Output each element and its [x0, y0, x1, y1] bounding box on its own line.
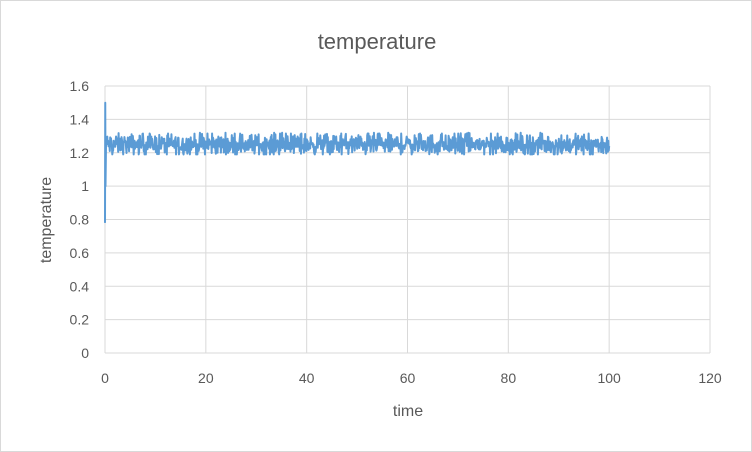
y-tick-label: 1.2 — [70, 145, 90, 161]
y-axis-label: temperature — [38, 177, 55, 263]
x-tick-label: 40 — [299, 370, 315, 386]
x-tick-label: 60 — [400, 370, 416, 386]
x-tick-label: 20 — [198, 370, 214, 386]
series-line-temperature — [104, 101, 611, 223]
y-tick-label: 1.6 — [70, 78, 90, 94]
gridlines — [104, 85, 711, 354]
x-tick-label: 0 — [101, 370, 109, 386]
x-tick-labels: 0 20 40 60 80 100 120 — [101, 370, 722, 386]
y-tick-label: 0.4 — [70, 278, 90, 294]
y-tick-label: 1.4 — [70, 111, 90, 127]
y-tick-label: 0.2 — [70, 312, 90, 328]
y-tick-label: 0.8 — [70, 212, 90, 228]
chart-title: temperature — [318, 29, 437, 54]
y-tick-label: 1 — [81, 178, 89, 194]
y-tick-label: 0.6 — [70, 245, 90, 261]
x-axis-label: time — [393, 403, 423, 420]
x-tick-label: 100 — [597, 370, 621, 386]
y-tick-label: 0 — [81, 345, 89, 361]
x-tick-label: 120 — [698, 370, 722, 386]
y-tick-labels: 0 0.2 0.4 0.6 0.8 1 1.2 1.4 1.6 — [70, 78, 90, 361]
x-tick-label: 80 — [501, 370, 517, 386]
